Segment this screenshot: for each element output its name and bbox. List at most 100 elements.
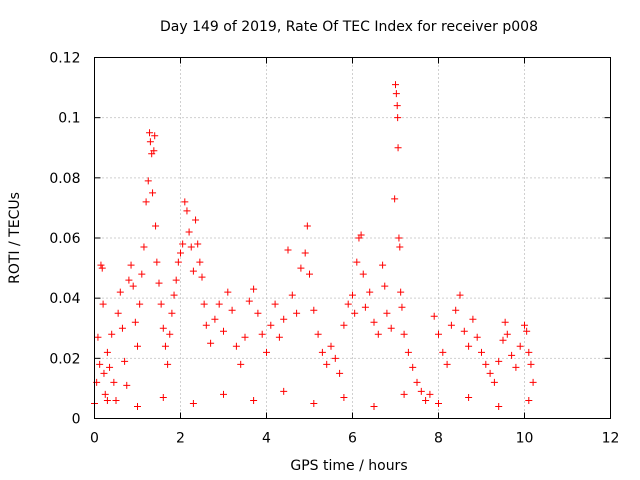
data-point [435, 330, 442, 338]
data-point [200, 300, 208, 308]
data-point [288, 291, 296, 299]
data-point [166, 330, 174, 338]
data-point [237, 360, 245, 368]
data-point [232, 342, 240, 350]
data-point [153, 258, 161, 266]
data-point [140, 243, 148, 251]
data-points-layer [91, 81, 537, 410]
data-point [211, 315, 219, 323]
data-point [103, 396, 111, 404]
data-point [136, 300, 144, 308]
data-point [159, 324, 167, 332]
data-point [134, 402, 141, 410]
data-point [527, 360, 535, 368]
data-point [357, 231, 365, 239]
data-point [121, 357, 129, 365]
data-point [116, 288, 124, 296]
data-point [499, 336, 507, 344]
data-point [98, 264, 106, 272]
data-point [374, 330, 382, 338]
data-point [220, 327, 227, 335]
data-point [280, 387, 288, 395]
data-point [258, 330, 266, 338]
data-point [97, 261, 105, 269]
data-point [359, 270, 367, 278]
data-point [198, 273, 206, 281]
data-point [185, 228, 193, 236]
data-point [106, 363, 114, 371]
data-point [146, 129, 154, 137]
data-point [146, 138, 154, 146]
y-tick-label: 0.12 [49, 51, 80, 67]
data-point [393, 102, 401, 110]
data-point [353, 258, 361, 266]
data-point [151, 132, 159, 140]
data-point [228, 306, 236, 314]
data-point [168, 309, 176, 317]
data-point [250, 396, 258, 404]
x-tick-label: 6 [348, 431, 357, 447]
data-point [395, 234, 403, 242]
data-point [529, 378, 537, 386]
data-point [370, 318, 378, 326]
x-axis-label: GPS time / hours [290, 458, 407, 474]
data-point [456, 291, 464, 299]
data-point [152, 222, 160, 230]
data-point [196, 258, 204, 266]
data-point [303, 222, 311, 230]
data-point [349, 291, 356, 299]
data-point [245, 297, 253, 305]
data-point [501, 318, 509, 326]
data-point [101, 390, 109, 398]
data-point [94, 333, 102, 341]
data-point [280, 315, 288, 323]
data-point [379, 261, 387, 269]
data-point [460, 327, 468, 335]
data-point [123, 381, 131, 389]
chart-title: Day 149 of 2019, Rate Of TEC Index for r… [160, 19, 538, 35]
data-point [340, 393, 348, 401]
data-point [391, 195, 399, 203]
data-point [263, 348, 270, 356]
data-point [426, 390, 434, 398]
data-point [381, 282, 389, 290]
ticks-layer: 0 2 4 6 8 10 12 0 0.02 0.04 0.06 0.08 0.1 0.12 [49, 51, 619, 447]
data-point [131, 318, 139, 326]
y-tick-label: 0.02 [49, 351, 80, 367]
data-point [129, 282, 137, 290]
data-point [503, 330, 511, 338]
y-tick-label: 0.06 [49, 231, 80, 247]
data-point [254, 309, 262, 317]
data-point [267, 321, 275, 329]
data-point [170, 291, 178, 299]
data-point [318, 348, 326, 356]
data-point [512, 363, 520, 371]
grid-layer [94, 57, 611, 419]
data-point [525, 348, 533, 356]
data-point [323, 360, 331, 368]
data-point [110, 378, 118, 386]
y-tick-label: 0 [72, 412, 81, 428]
data-point [172, 276, 180, 284]
data-point [430, 312, 438, 320]
data-point [396, 243, 404, 251]
data-point [473, 333, 481, 341]
data-point [306, 270, 313, 278]
data-point [134, 342, 141, 350]
data-point [370, 402, 378, 410]
data-point [387, 324, 395, 332]
data-point [400, 330, 408, 338]
data-point [413, 378, 421, 386]
data-point [189, 399, 197, 407]
data-point [138, 270, 146, 278]
data-point [103, 348, 111, 356]
data-point [187, 243, 195, 251]
data-point [127, 261, 135, 269]
data-point [142, 198, 150, 206]
data-point [284, 246, 292, 254]
data-point [189, 267, 197, 275]
data-point [495, 357, 503, 365]
data-point [422, 396, 430, 404]
data-point [275, 333, 283, 341]
